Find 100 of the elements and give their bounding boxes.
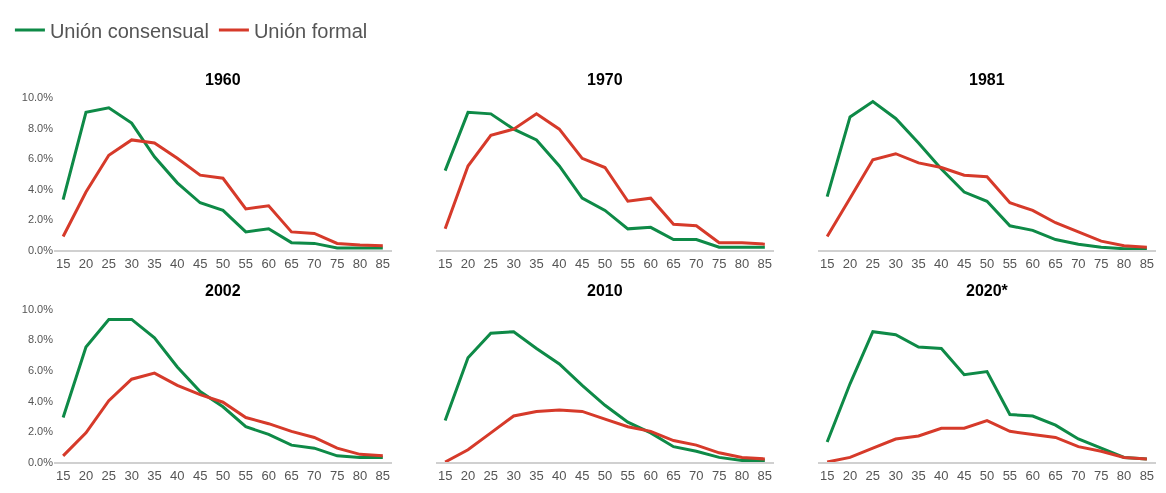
x-tick-label: 65 bbox=[666, 467, 681, 483]
x-tick-label: 85 bbox=[757, 255, 773, 271]
x-tick-label: 80 bbox=[1116, 255, 1132, 271]
y-tick-label: 8.0% bbox=[27, 333, 54, 346]
x-tick-label: 65 bbox=[1048, 467, 1063, 483]
x-tick-label: 30 bbox=[506, 255, 521, 271]
x-tick-label: 70 bbox=[689, 255, 704, 271]
x-tick-label: 15 bbox=[819, 467, 835, 483]
x-tick-label: 60 bbox=[261, 255, 276, 271]
x-tick-label: 50 bbox=[597, 467, 613, 483]
x-tick-label: 25 bbox=[865, 255, 881, 271]
x-tick-label: 85 bbox=[1139, 467, 1155, 483]
x-tick-label: 25 bbox=[865, 467, 881, 483]
y-tick-label: 4.0% bbox=[27, 394, 54, 407]
y-tick-label: 10.0% bbox=[21, 302, 54, 315]
y-tick-label: 4.0% bbox=[27, 182, 54, 195]
y-tick-label: 0.0% bbox=[27, 244, 54, 257]
line-series bbox=[61, 138, 385, 248]
x-tick-label: 55 bbox=[620, 467, 636, 483]
x-tick-label: 75 bbox=[711, 467, 727, 483]
x-tick-label: 75 bbox=[711, 255, 727, 271]
x-tick-label: 25 bbox=[483, 467, 499, 483]
x-tick-label: 40 bbox=[170, 467, 185, 483]
chart-title: 2002 bbox=[205, 282, 241, 299]
line-series bbox=[61, 371, 385, 458]
x-tick-label: 65 bbox=[666, 255, 681, 271]
x-tick-label: 35 bbox=[529, 467, 544, 483]
x-tick-label: 75 bbox=[1093, 467, 1109, 483]
x-tick-label: 60 bbox=[1025, 255, 1040, 271]
x-tick-label: 65 bbox=[284, 255, 299, 271]
x-tick-label: 45 bbox=[956, 467, 972, 483]
x-tick-label: 80 bbox=[734, 467, 750, 483]
x-tick-label: 70 bbox=[307, 255, 322, 271]
chart-title: 2010 bbox=[587, 282, 623, 299]
x-tick-label: 25 bbox=[101, 255, 117, 271]
x-tick-label: 40 bbox=[552, 255, 567, 271]
legend-label: Unión consensual bbox=[49, 19, 209, 42]
x-tick-label: 80 bbox=[352, 255, 368, 271]
x-tick-label: 15 bbox=[55, 467, 71, 483]
x-tick-label: 15 bbox=[437, 255, 453, 271]
x-tick-label: 20 bbox=[842, 467, 858, 483]
x-tick-label: 45 bbox=[956, 255, 972, 271]
x-tick-label: 85 bbox=[375, 467, 391, 483]
y-tick-label: 6.0% bbox=[27, 152, 54, 165]
x-tick-label: 35 bbox=[911, 467, 926, 483]
x-tick-label: 20 bbox=[460, 467, 476, 483]
x-tick-label: 85 bbox=[757, 467, 773, 483]
x-tick-label: 15 bbox=[437, 467, 453, 483]
y-tick-label: 8.0% bbox=[27, 121, 54, 134]
x-tick-label: 35 bbox=[529, 255, 544, 271]
x-tick-label: 70 bbox=[689, 467, 704, 483]
x-tick-label: 50 bbox=[597, 255, 613, 271]
x-tick-label: 30 bbox=[888, 255, 903, 271]
x-tick-label: 70 bbox=[1071, 255, 1086, 271]
x-tick-label: 30 bbox=[124, 255, 139, 271]
x-tick-label: 60 bbox=[643, 255, 658, 271]
x-tick-label: 75 bbox=[329, 467, 345, 483]
x-tick-label: 65 bbox=[284, 467, 299, 483]
x-tick-label: 70 bbox=[307, 467, 322, 483]
x-tick-label: 60 bbox=[643, 467, 658, 483]
x-tick-label: 85 bbox=[375, 255, 391, 271]
x-tick-label: 55 bbox=[1002, 255, 1018, 271]
x-tick-label: 35 bbox=[911, 255, 926, 271]
x-tick-label: 20 bbox=[460, 255, 476, 271]
x-tick-label: 20 bbox=[78, 255, 94, 271]
x-tick-label: 25 bbox=[101, 467, 117, 483]
x-tick-label: 35 bbox=[147, 467, 162, 483]
x-tick-label: 80 bbox=[734, 255, 750, 271]
x-tick-label: 40 bbox=[170, 255, 185, 271]
x-tick-label: 35 bbox=[147, 255, 162, 271]
x-tick-label: 15 bbox=[55, 255, 71, 271]
chart-title: 1960 bbox=[205, 71, 241, 88]
x-tick-label: 45 bbox=[574, 255, 590, 271]
x-tick-label: 55 bbox=[238, 255, 254, 271]
x-tick-label: 75 bbox=[1093, 255, 1109, 271]
x-tick-label: 25 bbox=[483, 255, 499, 271]
x-tick-label: 20 bbox=[842, 255, 858, 271]
x-tick-label: 40 bbox=[552, 467, 567, 483]
y-tick-label: 10.0% bbox=[21, 90, 54, 103]
x-tick-label: 40 bbox=[934, 467, 949, 483]
x-tick-label: 80 bbox=[352, 467, 368, 483]
x-tick-label: 45 bbox=[574, 467, 590, 483]
y-tick-label: 2.0% bbox=[27, 213, 54, 226]
x-tick-label: 55 bbox=[1002, 467, 1018, 483]
x-tick-label: 60 bbox=[1025, 467, 1040, 483]
x-tick-label: 75 bbox=[329, 255, 345, 271]
x-tick-label: 85 bbox=[1139, 255, 1155, 271]
x-tick-label: 70 bbox=[1071, 467, 1086, 483]
x-tick-label: 45 bbox=[192, 255, 208, 271]
x-tick-label: 30 bbox=[506, 467, 521, 483]
chart-title: 2020* bbox=[966, 282, 1009, 299]
x-tick-label: 30 bbox=[124, 467, 139, 483]
x-tick-label: 15 bbox=[819, 255, 835, 271]
x-tick-label: 20 bbox=[78, 467, 94, 483]
chart-title: 1970 bbox=[587, 71, 623, 88]
y-tick-label: 6.0% bbox=[27, 363, 54, 376]
x-tick-label: 60 bbox=[261, 467, 276, 483]
y-tick-label: 2.0% bbox=[27, 425, 54, 438]
chart-title: 1981 bbox=[969, 71, 1005, 88]
y-tick-label: 0.0% bbox=[27, 455, 54, 468]
